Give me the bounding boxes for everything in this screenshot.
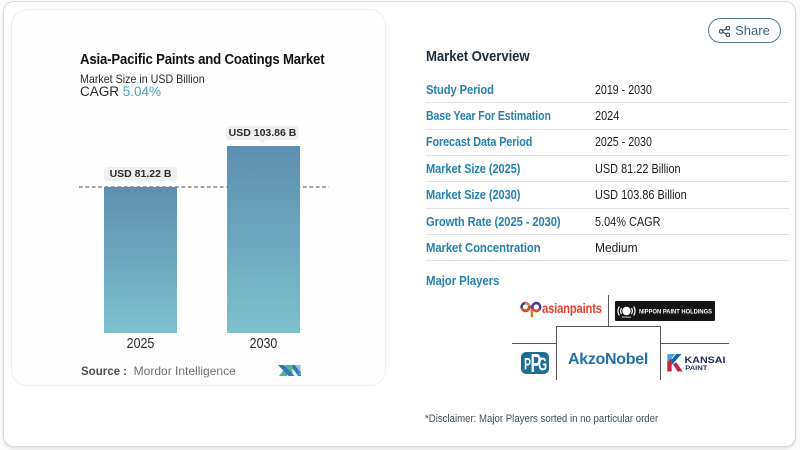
svg-text:KANSAI: KANSAI	[685, 355, 726, 366]
svg-text:PAINT: PAINT	[685, 365, 707, 372]
svg-text:P P G: P P G	[524, 352, 547, 375]
svg-text:NIPPON PAINT HOLDINGS: NIPPON PAINT HOLDINGS	[639, 309, 712, 316]
